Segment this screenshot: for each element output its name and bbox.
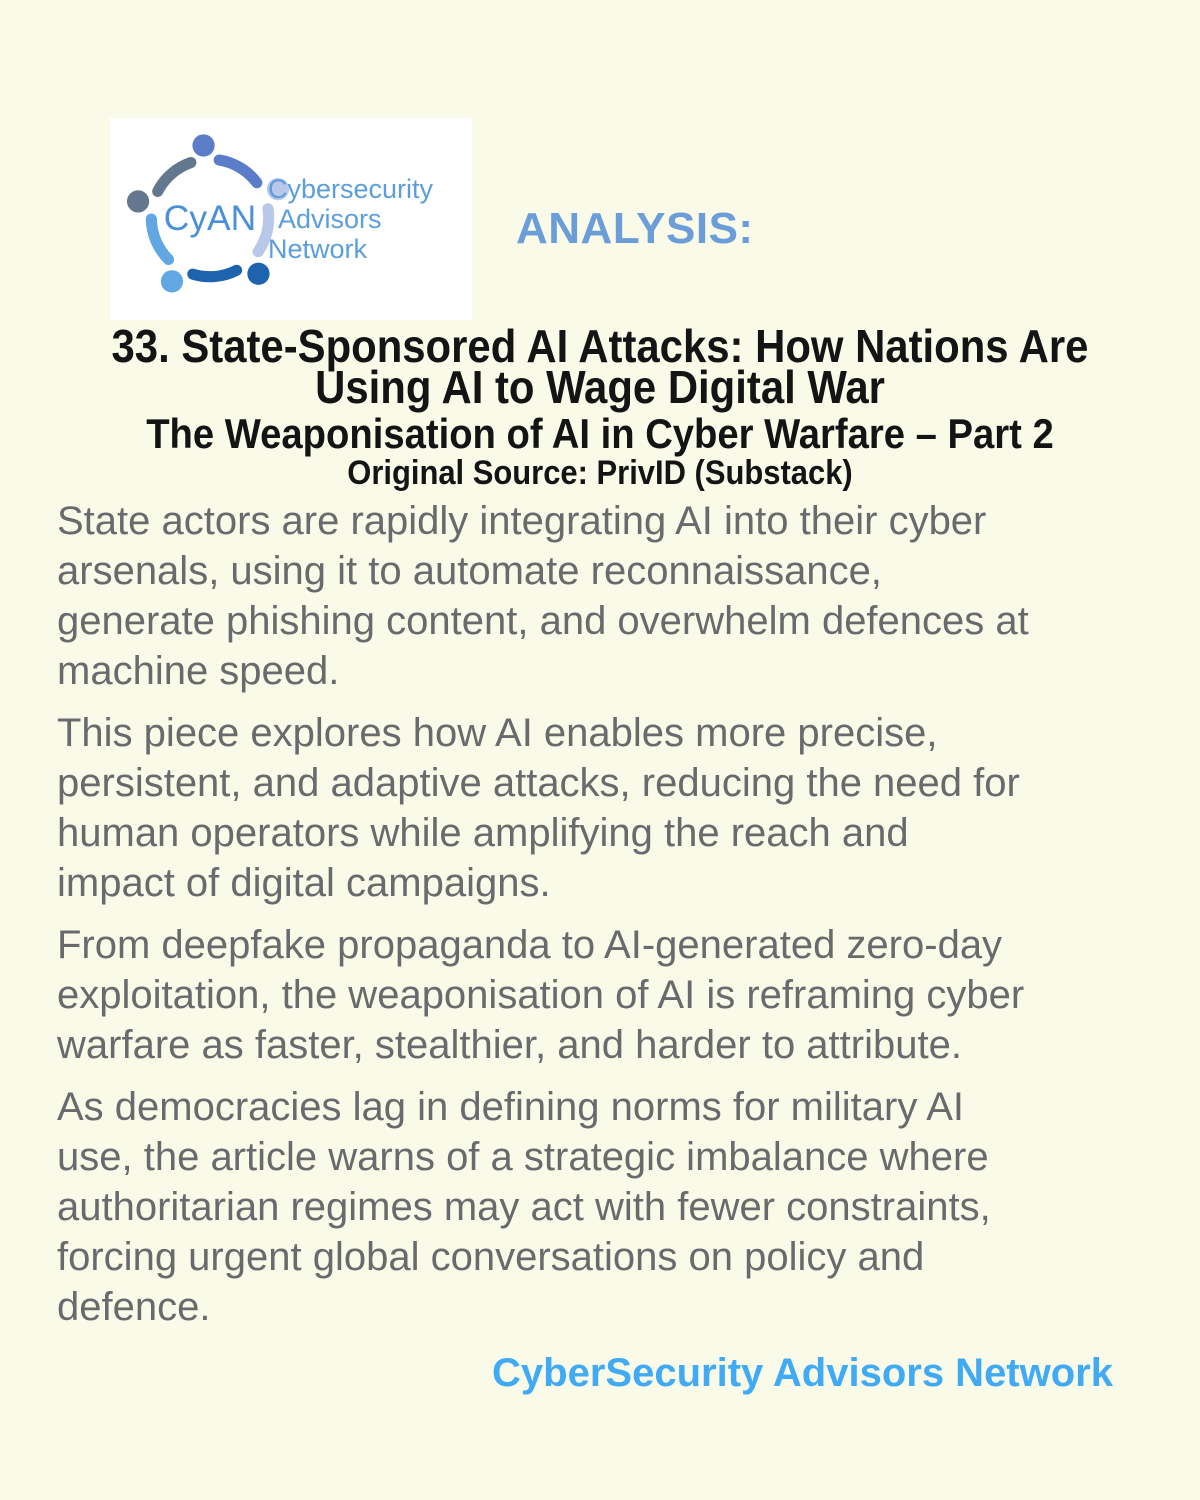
cyan-acronym-svg-text: CyAN xyxy=(164,198,256,238)
cyan-logo-icon: CyAN xyxy=(126,134,290,293)
paragraph-line: forcing urgent global conversations on p… xyxy=(57,1235,925,1279)
article-heading: 33. State-Sponsored AI Attacks: How Nati… xyxy=(54,320,1146,492)
paragraph-2: This piece explores how AI enables more … xyxy=(57,708,1167,908)
paragraph-line: use, the article warns of a strategic im… xyxy=(57,1135,989,1179)
paragraph-line: This piece explores how AI enables more … xyxy=(57,711,938,755)
paragraph-line: State actors are rapidly integrating AI … xyxy=(57,499,987,543)
paragraph-line: arsenals, using it to automate reconnais… xyxy=(57,549,882,593)
paragraph-4: As democracies lag in defining norms for… xyxy=(57,1082,1167,1332)
paragraph-line: As democracies lag in defining norms for… xyxy=(57,1085,965,1129)
article-source: Original Source: PrivID (Substack) xyxy=(347,454,853,492)
paragraph-line: generate phishing content, and overwhelm… xyxy=(57,599,1029,643)
article-title-line-2: Using AI to Wage Digital War xyxy=(315,361,885,413)
logo-org-line: Network xyxy=(268,234,368,264)
analysis-label: ANALYSIS: xyxy=(516,204,754,253)
logo-org-name: Cybersecurity Advisors Network xyxy=(268,174,433,264)
article-body: State actors are rapidly integrating AI … xyxy=(57,496,1167,1344)
logo-org-line: Cybersecurity xyxy=(268,174,434,204)
paragraph-line: From deepfake propaganda to AI-generated… xyxy=(57,923,1003,967)
logo-org-line: Advisors xyxy=(278,204,382,234)
paragraph-line: human operators while amplifying the rea… xyxy=(57,811,909,855)
paragraph-line: warfare as faster, stealthier, and harde… xyxy=(57,1023,962,1067)
paragraph-line: impact of digital campaigns. xyxy=(57,861,551,905)
paragraph-1: State actors are rapidly integrating AI … xyxy=(57,496,1167,696)
paragraph-line: defence. xyxy=(57,1285,211,1329)
paragraph-line: authoritarian regimes may act with fewer… xyxy=(57,1185,991,1229)
logo-box: CyAN Cybersecurity Advisors Network xyxy=(110,118,472,320)
paragraph-line: exploitation, the weaponisation of AI is… xyxy=(57,973,1025,1017)
footer-brand: CyberSecurity Advisors Network xyxy=(492,1351,1113,1395)
article-subtitle: The Weaponisation of AI in Cyber Warfare… xyxy=(146,410,1054,457)
paragraph-line: machine speed. xyxy=(57,649,340,693)
paragraph-3: From deepfake propaganda to AI-generated… xyxy=(57,920,1167,1070)
article-title-line-1: 33. State-Sponsored AI Attacks: How Nati… xyxy=(111,320,1089,372)
paragraph-line: persistent, and adaptive attacks, reduci… xyxy=(57,761,1020,805)
